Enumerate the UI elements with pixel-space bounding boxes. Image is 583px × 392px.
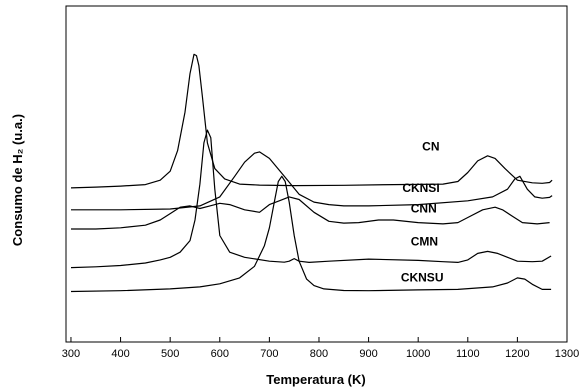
series-line-cn — [70, 53, 553, 189]
x-tick-label: 1300 — [555, 348, 579, 360]
series-line-cnn — [71, 196, 550, 230]
x-axis-ticks: 300 400 500 600 700 800 900 1000 1100 1200 1300 — [62, 337, 579, 360]
series-line-cknsi — [71, 151, 553, 211]
series-label-cnn: CNN — [411, 201, 437, 215]
x-tick-label: 1100 — [456, 348, 480, 360]
series-label-cknsi: CKNSI — [402, 181, 439, 195]
series-line-cmn — [70, 129, 552, 269]
x-tick-label: 300 — [62, 348, 80, 360]
y-axis-title: Consumo de H₂ (u.a.) — [10, 114, 25, 246]
series-label-cknsu: CKNSU — [401, 271, 444, 285]
x-tick-label: 600 — [211, 348, 229, 360]
series-label-cn: CN — [422, 140, 439, 154]
x-tick-label: 400 — [111, 348, 129, 360]
x-tick-label: 800 — [310, 348, 328, 360]
x-tick-label: 1000 — [406, 348, 430, 360]
x-tick-label: 500 — [161, 348, 179, 360]
series-line-cknsu — [70, 175, 552, 293]
x-tick-label: 700 — [260, 348, 278, 360]
x-tick-label: 900 — [359, 348, 377, 360]
series-label-cmn: CMN — [411, 235, 438, 249]
x-tick-label: 1200 — [505, 348, 529, 360]
series-labels: CN CKNSI CNN CMN CKNSU — [401, 140, 444, 285]
curves — [70, 53, 553, 293]
plot-frame — [65, 5, 568, 343]
x-axis-title: Temperatura (K) — [266, 372, 365, 387]
